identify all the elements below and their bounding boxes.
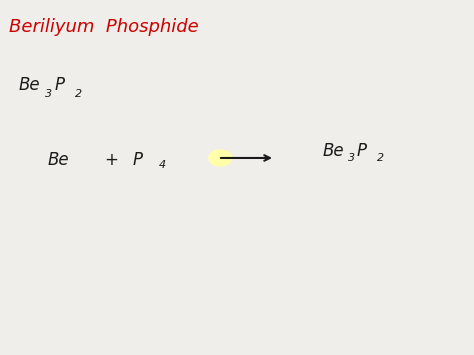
Text: 2: 2 — [75, 89, 82, 99]
Text: 2: 2 — [377, 153, 384, 163]
Text: Beriliyum  Phosphide: Beriliyum Phosphide — [9, 18, 199, 36]
Text: 3: 3 — [348, 153, 356, 163]
Text: +: + — [104, 151, 118, 169]
Ellipse shape — [209, 150, 232, 166]
Text: Be: Be — [19, 76, 41, 94]
Text: 4: 4 — [159, 160, 166, 170]
Text: P: P — [356, 142, 366, 160]
Text: P: P — [55, 76, 64, 94]
Text: Be: Be — [322, 142, 344, 160]
Text: Be: Be — [47, 151, 69, 169]
Text: P: P — [133, 151, 143, 169]
Text: 3: 3 — [45, 89, 52, 99]
